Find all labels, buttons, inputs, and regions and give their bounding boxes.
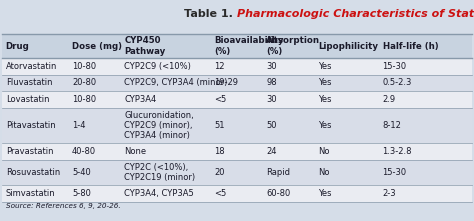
Text: Glucuronidation,
CYP2C9 (minor),
CYP3A4 (minor): Glucuronidation, CYP2C9 (minor), CYP3A4 …: [124, 111, 194, 140]
Text: No: No: [319, 168, 330, 177]
Text: 20-80: 20-80: [72, 78, 96, 88]
Text: 8-12: 8-12: [383, 121, 401, 130]
Text: Lovastatin: Lovastatin: [6, 95, 49, 104]
Text: Yes: Yes: [319, 62, 332, 71]
Text: CYP2C9, CYP3A4 (minor): CYP2C9, CYP3A4 (minor): [124, 78, 228, 88]
Bar: [2, 160, 472, 185]
Text: CYP2C (<10%),
CYP2C19 (minor): CYP2C (<10%), CYP2C19 (minor): [124, 163, 195, 182]
Bar: [2, 108, 472, 143]
Text: CYP450
Pathway: CYP450 Pathway: [124, 36, 165, 56]
Text: CYP3A4: CYP3A4: [124, 95, 156, 104]
Text: 2.9: 2.9: [383, 95, 396, 104]
Text: 98: 98: [266, 78, 277, 88]
Text: 60-80: 60-80: [266, 189, 291, 198]
Text: Rosuvastatin: Rosuvastatin: [6, 168, 60, 177]
Text: Source: References 6, 9, 20-26.: Source: References 6, 9, 20-26.: [6, 203, 120, 209]
Text: Yes: Yes: [319, 189, 332, 198]
Text: Table 1.: Table 1.: [184, 9, 237, 19]
Text: 5-40: 5-40: [72, 168, 91, 177]
Text: 15-30: 15-30: [383, 62, 407, 71]
Text: Atorvastatin: Atorvastatin: [6, 62, 57, 71]
Text: Fluvastatin: Fluvastatin: [6, 78, 52, 88]
Text: 50: 50: [266, 121, 277, 130]
Text: <5: <5: [214, 95, 227, 104]
Text: 24: 24: [266, 147, 277, 156]
Text: Bioavailability
(%): Bioavailability (%): [214, 36, 284, 56]
Bar: [2, 74, 472, 91]
Text: 2-3: 2-3: [383, 189, 396, 198]
Bar: [2, 143, 472, 160]
Bar: [2, 185, 472, 202]
Text: 30: 30: [266, 95, 277, 104]
Text: Rapid: Rapid: [266, 168, 291, 177]
Text: 20: 20: [214, 168, 225, 177]
Text: Drug: Drug: [6, 42, 29, 51]
Text: Yes: Yes: [319, 78, 332, 88]
Text: 10-80: 10-80: [72, 95, 96, 104]
Text: 5-80: 5-80: [72, 189, 91, 198]
Text: Pitavastatin: Pitavastatin: [6, 121, 55, 130]
Text: 10-80: 10-80: [72, 62, 96, 71]
Text: Absorption
(%): Absorption (%): [266, 36, 320, 56]
Text: Yes: Yes: [319, 121, 332, 130]
Text: 18: 18: [214, 147, 225, 156]
Text: 1-4: 1-4: [72, 121, 85, 130]
Text: CYP3A4, CYP3A5: CYP3A4, CYP3A5: [124, 189, 194, 198]
Text: Dose (mg): Dose (mg): [72, 42, 122, 51]
Text: Yes: Yes: [319, 95, 332, 104]
Text: 19-29: 19-29: [214, 78, 238, 88]
Text: 51: 51: [214, 121, 225, 130]
Text: Pharmacologic Characteristics of Statins: Pharmacologic Characteristics of Statins: [237, 9, 474, 19]
Bar: [2, 34, 472, 58]
Text: None: None: [124, 147, 146, 156]
Bar: [2, 91, 472, 108]
Bar: [2, 58, 472, 74]
Text: Lipophilicity: Lipophilicity: [319, 42, 379, 51]
Text: No: No: [319, 147, 330, 156]
Text: Pravastatin: Pravastatin: [6, 147, 53, 156]
Text: 1.3-2.8: 1.3-2.8: [383, 147, 412, 156]
Text: CYP2C9 (<10%): CYP2C9 (<10%): [124, 62, 191, 71]
Text: 12: 12: [214, 62, 225, 71]
Text: Half-life (h): Half-life (h): [383, 42, 438, 51]
Text: 15-30: 15-30: [383, 168, 407, 177]
Text: Simvastatin: Simvastatin: [6, 189, 55, 198]
Text: 30: 30: [266, 62, 277, 71]
Text: 40-80: 40-80: [72, 147, 96, 156]
Text: <5: <5: [214, 189, 227, 198]
Text: 0.5-2.3: 0.5-2.3: [383, 78, 412, 88]
